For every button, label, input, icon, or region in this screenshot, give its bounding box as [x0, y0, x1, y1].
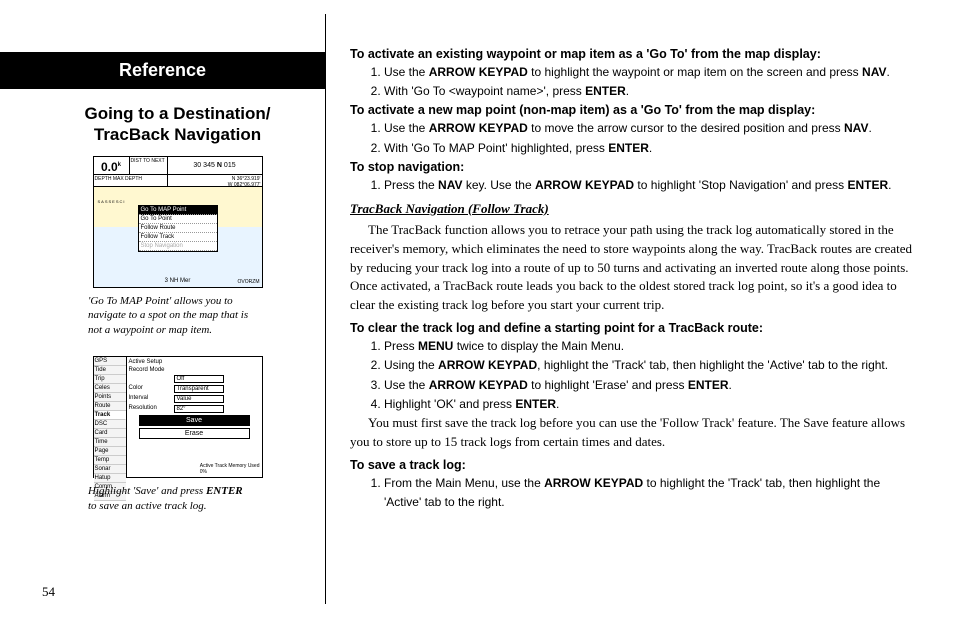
track-tab: Track	[94, 411, 126, 420]
screenshot-2-caption: Highlight 'Save' and press ENTER to save…	[88, 484, 275, 514]
instr-item: Using the ARROW KEYPAD, highlight the 'T…	[384, 356, 914, 375]
page-subtitle: Going to a Destination/ TracBack Navigat…	[50, 103, 305, 146]
instr-list-4: Press MENU twice to display the Main Men…	[368, 337, 914, 414]
instr-head-5: To save a track log:	[350, 458, 914, 472]
gps-screenshot-1: 0.0k DIST TO NEXT 30 345 N 015 DEPTH MAX…	[93, 156, 263, 288]
para-2: You must first save the track log before…	[350, 414, 914, 452]
track-tab: Sonar	[94, 465, 126, 474]
gps-menu-item: Go To MAP Point	[139, 206, 217, 215]
track-button: Erase	[139, 428, 250, 439]
right-column: To activate an existing waypoint or map …	[326, 0, 954, 618]
instr-item: From the Main Menu, use the ARROW KEYPAD…	[384, 474, 914, 512]
gps-screenshot-2: GPSTideTripCelesPointsRouteTrackDSCCardT…	[93, 356, 263, 478]
instr-head-1: To activate an existing waypoint or map …	[350, 47, 914, 61]
left-column: Reference Going to a Destination/ TracBa…	[0, 0, 325, 618]
instr-item: With 'Go To <waypoint name>', press ENTE…	[384, 82, 914, 101]
track-tab: Page	[94, 447, 126, 456]
instr-list-5: From the Main Menu, use the ARROW KEYPAD…	[368, 474, 914, 512]
para-1: The TracBack function allows you to retr…	[350, 221, 914, 315]
tracback-subhead: TracBack Navigation (Follow Track)	[350, 201, 914, 217]
track-tab: Hatup	[94, 474, 126, 483]
gps-menu-item: Follow Route	[139, 224, 217, 233]
instr-list-3: Press the NAV key. Use the ARROW KEYPAD …	[368, 176, 914, 195]
track-tab: Time	[94, 438, 126, 447]
track-tab: GPS	[94, 357, 126, 366]
instr-item: Use the ARROW KEYPAD to highlight the wa…	[384, 63, 914, 82]
manual-page: Reference Going to a Destination/ TracBa…	[0, 0, 954, 618]
instr-head-4: To clear the track log and define a star…	[350, 321, 914, 335]
page-number: 54	[42, 584, 55, 600]
instr-item: Use the ARROW KEYPAD to move the arrow c…	[384, 119, 914, 138]
instr-item: Use the ARROW KEYPAD to highlight 'Erase…	[384, 376, 914, 395]
track-tab: Points	[94, 393, 126, 402]
track-tab: Tide	[94, 366, 126, 375]
gps-menu-item: Stop Navigation	[139, 242, 217, 251]
track-tab: DSC	[94, 420, 126, 429]
gps-menu-item: Go To Point	[139, 215, 217, 224]
screenshot-1-caption: 'Go To MAP Point' allows you to navigate…	[88, 294, 275, 339]
instr-item: Highlight 'OK' and press ENTER.	[384, 395, 914, 414]
track-tab: Temp	[94, 456, 126, 465]
instr-item: With 'Go To MAP Point' highlighted, pres…	[384, 139, 914, 158]
instr-list-2: Use the ARROW KEYPAD to move the arrow c…	[368, 119, 914, 157]
instr-item: Press MENU twice to display the Main Men…	[384, 337, 914, 356]
track-button: Save	[139, 415, 250, 426]
instr-list-1: Use the ARROW KEYPAD to highlight the wa…	[368, 63, 914, 101]
track-tab: Trip	[94, 375, 126, 384]
instr-item: Press the NAV key. Use the ARROW KEYPAD …	[384, 176, 914, 195]
track-tab: Celes	[94, 384, 126, 393]
reference-banner: Reference	[0, 52, 325, 89]
track-tab: Route	[94, 402, 126, 411]
instr-head-3: To stop navigation:	[350, 160, 914, 174]
instr-head-2: To activate a new map point (non-map ite…	[350, 103, 914, 117]
track-tab: Card	[94, 429, 126, 438]
gps-menu-item: Follow Track	[139, 233, 217, 242]
